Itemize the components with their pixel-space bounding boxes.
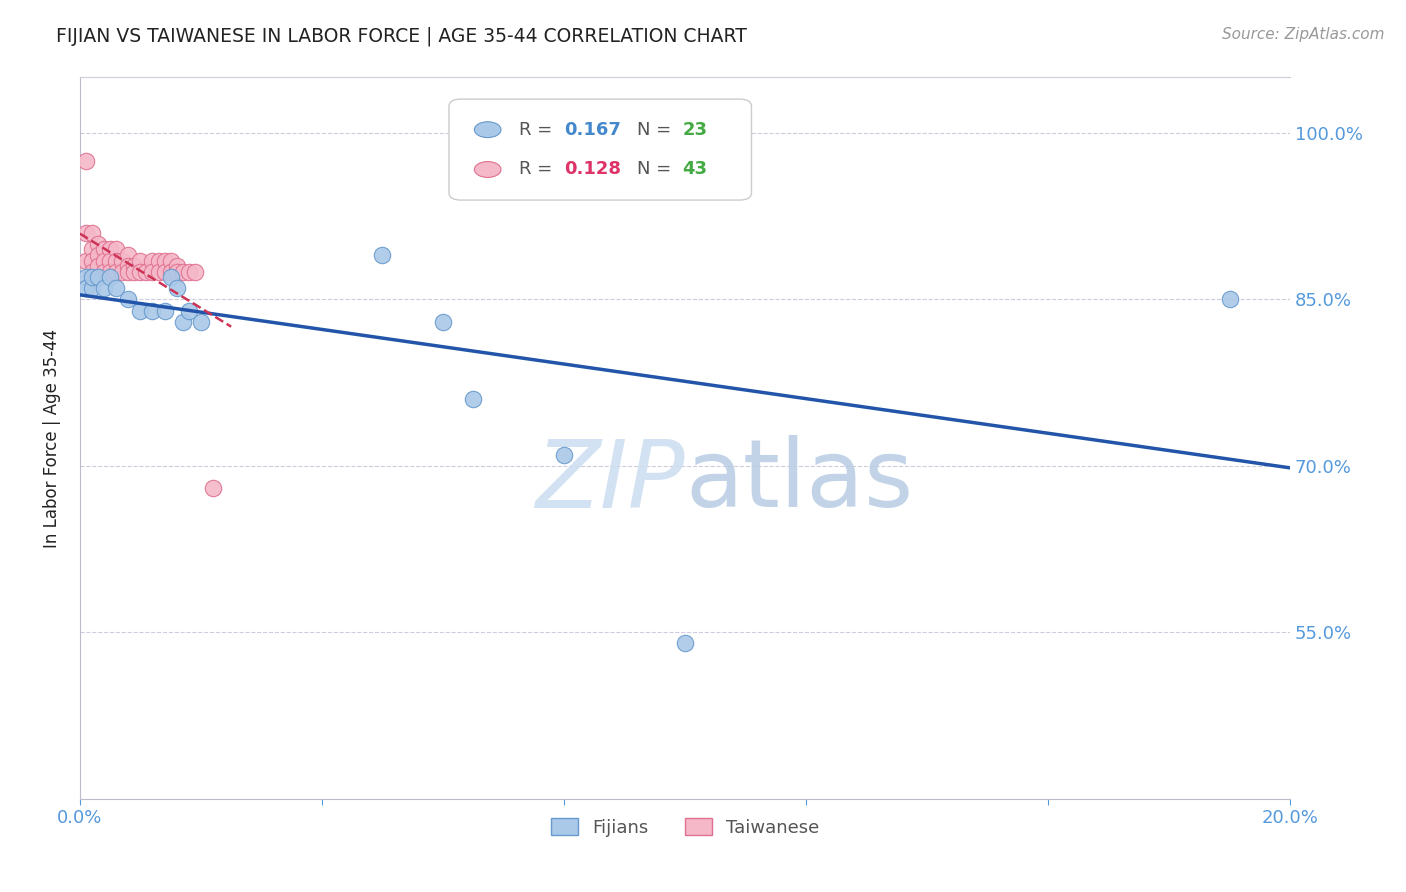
Point bbox=[98, 243, 121, 257]
Point bbox=[93, 265, 115, 279]
Point bbox=[124, 265, 146, 279]
Point bbox=[87, 270, 110, 285]
FancyBboxPatch shape bbox=[449, 99, 751, 200]
Text: R =: R = bbox=[519, 161, 553, 178]
Text: Source: ZipAtlas.com: Source: ZipAtlas.com bbox=[1222, 27, 1385, 42]
Point bbox=[148, 265, 170, 279]
Point bbox=[93, 243, 115, 257]
Point bbox=[1218, 293, 1240, 307]
Point bbox=[166, 281, 188, 295]
Point bbox=[153, 253, 176, 268]
Y-axis label: In Labor Force | Age 35-44: In Labor Force | Age 35-44 bbox=[44, 328, 60, 548]
Point bbox=[177, 303, 200, 318]
Point bbox=[75, 153, 97, 168]
Point bbox=[117, 248, 139, 262]
Point bbox=[87, 248, 110, 262]
Point bbox=[87, 236, 110, 251]
Point bbox=[148, 253, 170, 268]
Point bbox=[93, 281, 115, 295]
Point bbox=[111, 265, 134, 279]
Point bbox=[184, 265, 207, 279]
Point bbox=[153, 303, 176, 318]
Text: N =: N = bbox=[637, 120, 671, 138]
Point bbox=[159, 270, 181, 285]
Point bbox=[463, 392, 485, 407]
Point bbox=[166, 259, 188, 273]
Point bbox=[432, 315, 454, 329]
Text: ZIP: ZIP bbox=[536, 436, 685, 527]
Point bbox=[80, 270, 103, 285]
Point bbox=[105, 243, 128, 257]
Point bbox=[98, 270, 121, 285]
Point bbox=[159, 265, 181, 279]
Point bbox=[75, 226, 97, 240]
Point bbox=[111, 253, 134, 268]
Point bbox=[87, 259, 110, 273]
Point bbox=[177, 265, 200, 279]
Point bbox=[141, 253, 163, 268]
Text: 23: 23 bbox=[682, 120, 707, 138]
Point bbox=[141, 265, 163, 279]
Point bbox=[166, 265, 188, 279]
Point bbox=[105, 281, 128, 295]
Point bbox=[129, 265, 152, 279]
Point bbox=[201, 481, 224, 495]
Point bbox=[172, 315, 194, 329]
Point bbox=[75, 281, 97, 295]
Text: R =: R = bbox=[519, 120, 553, 138]
Point bbox=[75, 270, 97, 285]
Circle shape bbox=[474, 121, 501, 137]
Point bbox=[98, 265, 121, 279]
Point bbox=[105, 253, 128, 268]
Point bbox=[135, 265, 157, 279]
Point bbox=[124, 259, 146, 273]
Point bbox=[141, 303, 163, 318]
Text: 43: 43 bbox=[682, 161, 707, 178]
Text: 0.128: 0.128 bbox=[564, 161, 621, 178]
Point bbox=[129, 303, 152, 318]
Legend: Fijians, Taiwanese: Fijians, Taiwanese bbox=[543, 811, 827, 844]
Point bbox=[80, 253, 103, 268]
Point bbox=[553, 448, 575, 462]
Point bbox=[75, 253, 97, 268]
Circle shape bbox=[474, 161, 501, 178]
Text: FIJIAN VS TAIWANESE IN LABOR FORCE | AGE 35-44 CORRELATION CHART: FIJIAN VS TAIWANESE IN LABOR FORCE | AGE… bbox=[56, 27, 747, 46]
Point bbox=[673, 636, 696, 650]
Point bbox=[80, 281, 103, 295]
Point bbox=[153, 265, 176, 279]
Point bbox=[117, 259, 139, 273]
Point bbox=[98, 253, 121, 268]
Point bbox=[371, 248, 394, 262]
Point bbox=[117, 293, 139, 307]
Text: atlas: atlas bbox=[685, 435, 912, 527]
Point bbox=[80, 243, 103, 257]
Point bbox=[159, 253, 181, 268]
Point bbox=[105, 265, 128, 279]
Point bbox=[129, 253, 152, 268]
Point bbox=[190, 315, 212, 329]
Point bbox=[117, 265, 139, 279]
Point bbox=[93, 253, 115, 268]
Text: N =: N = bbox=[637, 161, 671, 178]
Point bbox=[80, 265, 103, 279]
Text: 0.167: 0.167 bbox=[564, 120, 621, 138]
Point bbox=[172, 265, 194, 279]
Point bbox=[80, 226, 103, 240]
